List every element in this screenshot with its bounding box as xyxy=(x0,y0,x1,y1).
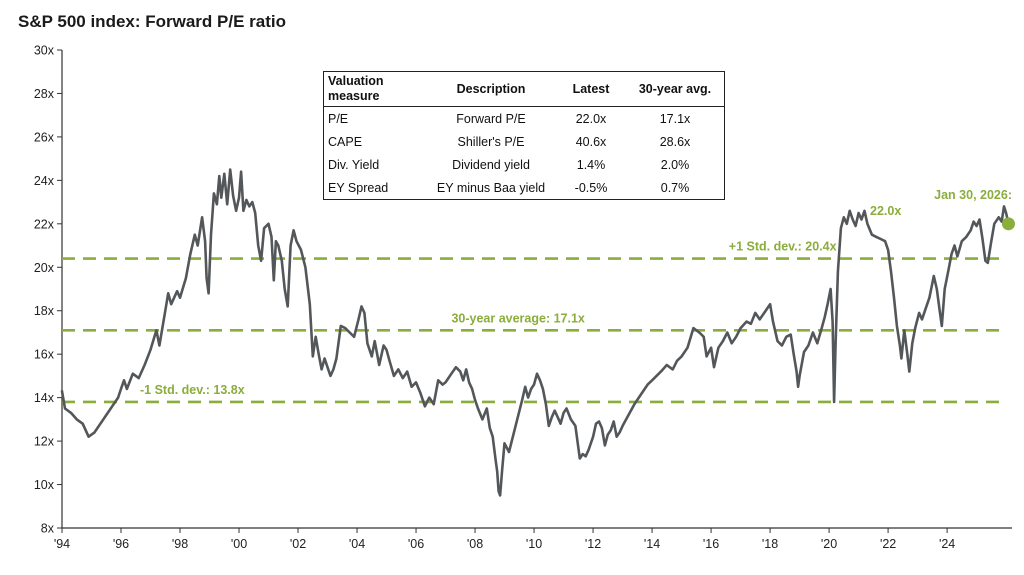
x-tick-label: '20 xyxy=(821,537,837,551)
y-tick-label: 12x xyxy=(34,435,55,449)
cell-30yr-avg: 2.0% xyxy=(660,157,690,172)
series-group xyxy=(60,168,1010,497)
y-tick-label: 14x xyxy=(34,391,55,405)
table-row: CAPE Shiller's P/E 40.6x 28.6x xyxy=(324,130,725,153)
annotation-date-label: Jan 30, 2026: xyxy=(934,188,1012,202)
y-tick-label: 28x xyxy=(34,87,55,101)
y-tick-label: 30x xyxy=(34,44,55,58)
reference-lines: +1 Std. dev.: 20.4x 30-year average: 17.1… xyxy=(62,240,1004,404)
y-tick-label: 20x xyxy=(34,261,55,275)
y-tick-label: 8x xyxy=(41,522,55,536)
valuation-table: Valuation measure Description Latest 30-… xyxy=(323,71,725,200)
forward-pe-series-line xyxy=(60,168,1010,497)
cell-description: Dividend yield xyxy=(452,157,530,172)
table-row: Div. Yield Dividend yield 1.4% 2.0% xyxy=(324,153,725,176)
cell-latest: 1.4% xyxy=(576,157,606,172)
x-tick-label: '06 xyxy=(408,537,424,551)
x-tick-label: '96 xyxy=(113,537,129,551)
table-row: EY Spread EY minus Baa yield -0.5% 0.7% xyxy=(324,176,725,200)
x-tick-label: '16 xyxy=(703,537,719,551)
chart-title: S&P 500 index: Forward P/E ratio xyxy=(18,12,286,31)
cell-measure: CAPE xyxy=(328,134,363,149)
reference-line-label: -1 Std. dev.: 13.8x xyxy=(140,383,245,397)
x-tick-label: '98 xyxy=(172,537,188,551)
x-tick-label: '00 xyxy=(231,537,247,551)
table-row: P/E Forward P/E 22.0x 17.1x xyxy=(324,107,725,131)
annotation-value-label: 22.0x xyxy=(870,204,901,218)
cell-description: EY minus Baa yield xyxy=(436,180,546,195)
latest-value-marker xyxy=(1001,217,1015,231)
chart-axes: 8x 10x 12x 14x 16x 18x 20x 22x 24x 26x 28x 30x '94 '9… xyxy=(34,44,1012,551)
cell-latest: 40.6x xyxy=(575,134,607,149)
cell-measure: Div. Yield xyxy=(328,157,380,172)
cell-latest: -0.5% xyxy=(574,180,608,195)
header-30yr-avg: 30-year avg. xyxy=(626,71,725,107)
x-tick-label: '18 xyxy=(762,537,778,551)
annotation-group: Jan 30, 2026: 22.0x xyxy=(870,188,1015,231)
x-tick-label: '94 xyxy=(54,537,70,551)
cell-30yr-avg: 28.6x xyxy=(659,134,691,149)
cell-30yr-avg: 0.7% xyxy=(660,180,690,195)
y-tick-label: 22x xyxy=(34,217,55,231)
cell-description: Shiller's P/E xyxy=(457,134,525,149)
x-tick-label: '02 xyxy=(290,537,306,551)
x-tick-label: '10 xyxy=(526,537,542,551)
cell-description: Forward P/E xyxy=(456,111,526,126)
header-latest: Latest xyxy=(556,71,626,107)
y-tick-label: 18x xyxy=(34,304,55,318)
x-tick-label: '22 xyxy=(880,537,896,551)
reference-line-label: +1 Std. dev.: 20.4x xyxy=(729,240,837,254)
y-tick-label: 16x xyxy=(34,348,55,362)
header-valuation-measure: Valuation measure xyxy=(323,71,426,107)
cell-measure: EY Spread xyxy=(328,180,389,195)
y-tick-label: 24x xyxy=(34,174,55,188)
reference-line-label: 30-year average: 17.1x xyxy=(451,311,584,325)
x-tick-label: '14 xyxy=(644,537,660,551)
x-tick-label: '24 xyxy=(939,537,955,551)
y-tick-label: 10x xyxy=(34,478,55,492)
x-tick-label: '04 xyxy=(349,537,365,551)
x-tick-label: '12 xyxy=(585,537,601,551)
cell-30yr-avg: 17.1x xyxy=(659,111,691,126)
x-tick-label: '08 xyxy=(467,537,483,551)
cell-measure: P/E xyxy=(328,111,349,126)
y-tick-label: 26x xyxy=(34,130,55,144)
table-header-row: Valuation measure Description Latest 30-… xyxy=(323,71,725,107)
cell-latest: 22.0x xyxy=(575,111,607,126)
header-description: Description xyxy=(426,71,556,107)
